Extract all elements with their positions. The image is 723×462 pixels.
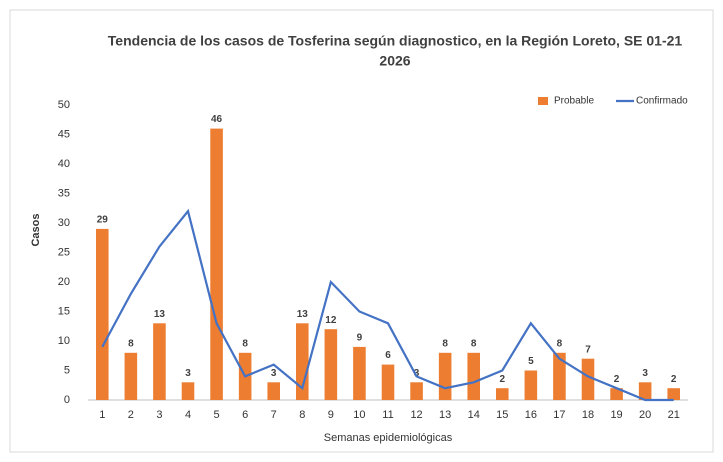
- x-tick-label: 10: [353, 409, 365, 421]
- data-label: 2: [614, 374, 620, 385]
- data-label: 5: [528, 356, 534, 367]
- bar: [410, 382, 423, 400]
- x-tick-label: 7: [271, 409, 277, 421]
- y-tick-label: 45: [58, 128, 70, 140]
- data-label: 7: [585, 344, 591, 355]
- y-tick-label: 0: [64, 394, 70, 406]
- bar: [181, 382, 195, 400]
- x-tick-label: 9: [328, 409, 334, 421]
- legend-label: Confirmado: [636, 96, 688, 107]
- data-label: 3: [642, 368, 648, 379]
- x-tick-label: 11: [382, 409, 393, 421]
- x-tick-label: 13: [439, 409, 451, 421]
- y-tick-label: 40: [58, 158, 70, 170]
- bar: [124, 352, 138, 400]
- y-tick-label: 50: [58, 99, 70, 111]
- y-axis-label: Casos: [30, 213, 42, 246]
- x-tick-label: 1: [99, 409, 105, 421]
- x-tick-label: 5: [214, 409, 220, 421]
- data-label: 9: [357, 333, 363, 344]
- bar: [324, 329, 338, 400]
- x-axis-label: Semanas epidemiológicas: [324, 432, 453, 444]
- data-label: 46: [211, 114, 223, 125]
- data-label: 3: [185, 368, 191, 379]
- bar: [553, 352, 566, 400]
- data-label: 29: [97, 215, 109, 226]
- y-tick-label: 25: [58, 246, 70, 258]
- x-tick-label: 16: [525, 409, 537, 421]
- bar: [667, 388, 680, 400]
- bar: [210, 128, 223, 400]
- data-label: 13: [297, 309, 309, 320]
- bar: [96, 228, 109, 400]
- y-tick-label: 5: [64, 364, 70, 376]
- bar: [496, 388, 509, 400]
- data-label: 8: [471, 338, 477, 349]
- x-tick-label: 17: [553, 409, 565, 421]
- data-label: 8: [442, 338, 448, 349]
- x-tick-label: 20: [639, 409, 651, 421]
- x-tick-label: 12: [410, 409, 422, 421]
- x-tick-label: 21: [668, 409, 680, 421]
- legend-label: Probable: [554, 96, 594, 107]
- bar: [353, 346, 366, 400]
- chart-title: Tendencia de los casos de Tosferina segú…: [108, 33, 683, 49]
- data-label: 3: [271, 368, 277, 379]
- data-label: 6: [385, 350, 391, 361]
- bar: [467, 352, 480, 400]
- chart-title: 2026: [379, 53, 410, 69]
- x-tick-label: 14: [468, 409, 480, 421]
- bar: [524, 370, 538, 400]
- bar: [638, 382, 652, 400]
- bar: [153, 323, 166, 400]
- data-label: 8: [128, 338, 134, 349]
- data-label: 8: [557, 338, 563, 349]
- bar: [267, 382, 280, 400]
- legend-swatch: [538, 97, 548, 105]
- x-tick-label: 18: [582, 409, 594, 421]
- y-tick-label: 35: [58, 187, 70, 199]
- x-tick-label: 15: [496, 409, 508, 421]
- x-tick-label: 3: [156, 409, 162, 421]
- x-tick-label: 19: [610, 409, 622, 421]
- bar: [610, 388, 623, 400]
- x-tick-label: 4: [185, 409, 191, 421]
- x-tick-label: 8: [299, 409, 305, 421]
- data-label: 2: [500, 374, 506, 385]
- x-tick-label: 6: [242, 409, 248, 421]
- line: [101, 208, 674, 402]
- data-label: 13: [154, 309, 166, 320]
- bar: [438, 352, 452, 400]
- y-tick-label: 20: [58, 276, 70, 288]
- data-label: 8: [242, 338, 248, 349]
- data-label: 2: [671, 374, 677, 385]
- bar: [581, 358, 595, 400]
- x-tick-label: 2: [128, 409, 134, 421]
- data-label: 3: [414, 368, 420, 379]
- bar: [381, 364, 395, 400]
- data-label: 12: [325, 315, 337, 326]
- y-tick-label: 10: [58, 335, 70, 347]
- y-tick-label: 15: [58, 305, 70, 317]
- bar: [296, 323, 309, 400]
- y-tick-label: 30: [58, 217, 70, 229]
